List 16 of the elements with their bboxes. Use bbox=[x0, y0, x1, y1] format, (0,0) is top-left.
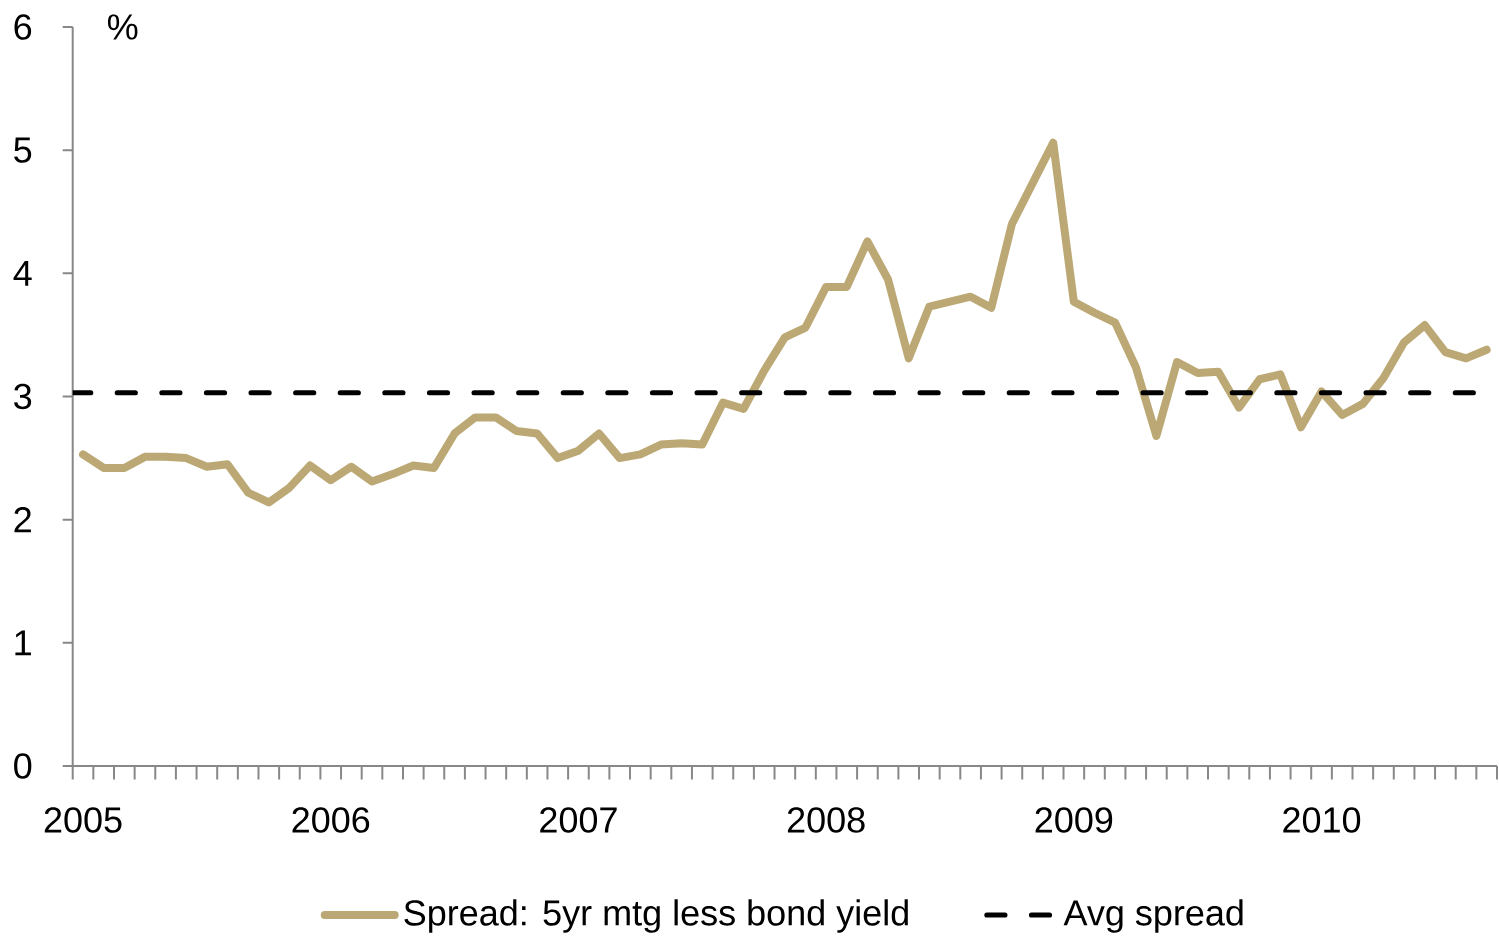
x-tick-label: 2008 bbox=[787, 807, 865, 833]
x-tick-label: 2006 bbox=[292, 807, 370, 833]
y-tick-label: 4 bbox=[13, 260, 32, 286]
x-tick-label: 2009 bbox=[1035, 807, 1113, 833]
y-axis-title: % bbox=[107, 14, 138, 40]
y-tick-label: 5 bbox=[14, 137, 32, 163]
y-tick-label: 1 bbox=[15, 630, 31, 656]
x-tick-label: 2007 bbox=[540, 807, 617, 833]
x-tick-label: 2010 bbox=[1283, 807, 1361, 833]
legend-label: Spread: 5yr mtg less bond yield bbox=[404, 899, 908, 933]
x-tick-label: 2005 bbox=[44, 807, 122, 833]
legend-label: Avg spread bbox=[1063, 899, 1243, 933]
y-tick-label: 0 bbox=[14, 753, 32, 779]
y-tick-label: 3 bbox=[14, 383, 32, 410]
y-tick-label: 6 bbox=[14, 14, 32, 40]
y-tick-label: 2 bbox=[14, 507, 31, 533]
